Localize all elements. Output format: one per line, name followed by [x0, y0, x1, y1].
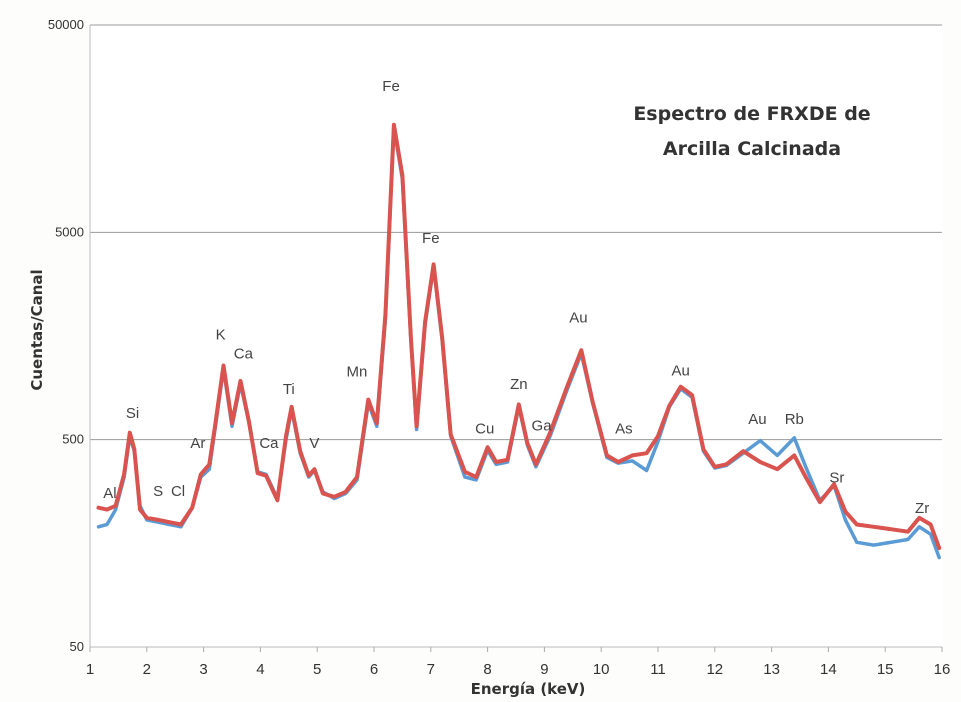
- x-tick-label: 4: [256, 661, 264, 678]
- series-lines: [96, 122, 942, 560]
- x-tick-label: 9: [540, 661, 548, 678]
- x-tick-label: 13: [763, 661, 780, 678]
- element-label: Au: [569, 309, 587, 326]
- x-tick-label: 5: [313, 661, 321, 678]
- element-label: As: [615, 421, 633, 438]
- element-label: Zn: [510, 376, 528, 393]
- element-annotations: Al Si S Cl Ar K Ca Ca Ti V Mn Fe Fe Cu Zn Ga Au As Au Au Rb S…: [103, 78, 929, 517]
- element-label: Ar: [190, 435, 205, 452]
- plot-area: [90, 25, 942, 647]
- element-label: V: [309, 435, 319, 452]
- x-tick-label: 1: [86, 661, 94, 678]
- y-tick-label: 50: [70, 639, 84, 654]
- element-label: Ca: [234, 346, 254, 363]
- element-label: Cu: [475, 421, 494, 438]
- x-tick-label: 8: [483, 661, 491, 678]
- x-tick-label: 7: [427, 661, 435, 678]
- element-label: Sr: [829, 470, 844, 487]
- element-label: Mn: [347, 363, 368, 380]
- x-tick-label: 14: [820, 661, 837, 678]
- element-label: Ca: [259, 435, 279, 452]
- element-label: Fe: [422, 230, 440, 247]
- x-tick-label: 2: [143, 661, 151, 678]
- element-label: Au: [672, 362, 690, 379]
- spectrum-series-2: [96, 122, 942, 551]
- x-axis-title: Energía (keV): [471, 680, 586, 698]
- x-tick-label: 3: [199, 661, 207, 678]
- element-label: Fe: [382, 78, 400, 95]
- x-tick-label: 11: [650, 661, 666, 678]
- x-tick-label: 6: [370, 661, 378, 678]
- x-tick-label: 15: [877, 661, 894, 678]
- element-label: Ga: [532, 417, 553, 434]
- chart-title: Espectro de FRXDE de Arcilla Calcinada: [633, 103, 870, 160]
- element-label: Rb: [785, 411, 804, 428]
- element-label: Al: [103, 485, 116, 502]
- x-tick-label: 16: [934, 661, 951, 678]
- y-tick-label: 5000: [55, 224, 84, 239]
- chart-title-line-1: Espectro de FRXDE de: [633, 103, 870, 125]
- element-label: Ti: [283, 381, 295, 398]
- axes: [89, 25, 942, 648]
- element-label: Si: [126, 405, 139, 422]
- y-axis-title: Cuentas/Canal: [28, 269, 46, 390]
- element-label: K: [216, 327, 226, 344]
- element-label: S: [153, 483, 163, 500]
- x-tick-label: 10: [593, 661, 610, 678]
- element-label: Zr: [915, 500, 929, 517]
- element-label: Cl: [171, 483, 185, 500]
- y-tick-label: 500: [62, 432, 84, 447]
- x-tick-label: 12: [706, 661, 723, 678]
- chart-title-line-2: Arcilla Calcinada: [663, 138, 841, 160]
- y-tick-label: 50000: [48, 17, 84, 32]
- element-label: Au: [748, 411, 766, 428]
